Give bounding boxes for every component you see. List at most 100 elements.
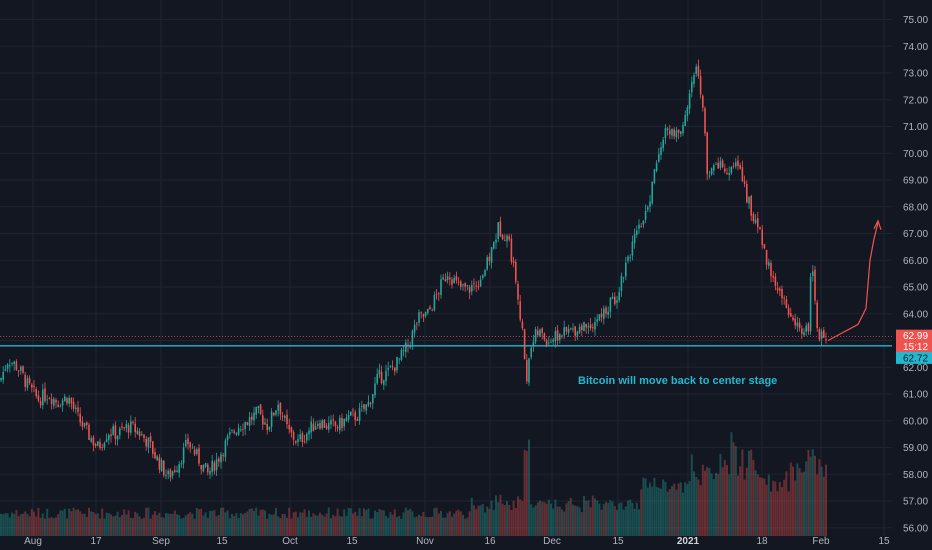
volume-bar <box>785 471 788 536</box>
volume-bar <box>101 508 104 536</box>
candle-body <box>277 404 279 411</box>
volume-bar <box>204 512 207 536</box>
y-tick-label: 65.00 <box>903 283 928 294</box>
candle-body <box>72 401 75 409</box>
volume-bar <box>563 511 566 536</box>
candle-body <box>594 322 596 330</box>
volume-bar <box>286 517 288 536</box>
candle-body <box>391 366 394 368</box>
candle-body <box>548 342 550 344</box>
candle-body <box>471 284 473 292</box>
candle-body <box>24 374 26 387</box>
candle-body <box>620 275 623 292</box>
volume-bar <box>171 514 174 536</box>
candle-body <box>198 448 200 464</box>
candle-body <box>464 283 466 287</box>
volume-bar <box>347 507 350 536</box>
volume-bar <box>134 511 137 536</box>
volume-bar <box>173 510 176 536</box>
candle-body <box>138 431 141 436</box>
candle-body <box>273 413 275 416</box>
volume-bar <box>239 513 242 536</box>
volume-bar <box>651 486 654 536</box>
volume-bar <box>809 456 812 536</box>
x-tick-label: 15 <box>612 536 624 547</box>
volume-bar <box>44 518 46 536</box>
volume-bar <box>453 513 456 536</box>
candle-body <box>592 327 594 329</box>
candle-body <box>515 261 517 282</box>
volume-bar <box>611 501 614 536</box>
candle-body <box>772 276 774 278</box>
candle-body <box>143 434 145 439</box>
volume-bar <box>206 517 209 536</box>
volume-bar <box>561 509 563 536</box>
volume-bar <box>556 506 559 536</box>
candle-body <box>405 342 407 352</box>
y-tick-label: 62.00 <box>903 363 928 374</box>
candle-body <box>658 154 660 162</box>
candle-body <box>570 328 572 330</box>
volume-bar <box>112 516 115 536</box>
volume-bar <box>332 514 335 536</box>
volume-bar <box>244 512 247 536</box>
volume-bar <box>184 515 187 536</box>
volume-bar <box>187 514 189 536</box>
candle-body <box>147 437 150 448</box>
candle-body <box>697 65 700 77</box>
volume-bar <box>431 516 434 536</box>
candle-body <box>539 329 541 337</box>
candle-body <box>28 378 31 384</box>
candle-body <box>189 442 191 448</box>
candle-body <box>336 427 339 429</box>
candle-body <box>92 437 95 446</box>
candle-body <box>625 262 627 277</box>
volume-bar <box>765 484 768 536</box>
candle-body <box>482 275 484 278</box>
candle-body <box>814 269 816 301</box>
volume-bar <box>345 515 348 536</box>
candle-body <box>739 165 741 169</box>
volume-bar <box>85 516 88 536</box>
volume-bar <box>772 480 775 536</box>
volume-bar <box>147 507 150 536</box>
volume-bar <box>57 514 60 536</box>
candle-body <box>486 257 488 270</box>
volume-bar <box>446 512 449 536</box>
volume-bar <box>462 514 464 536</box>
volume-bar <box>116 511 119 536</box>
volume-bar <box>319 512 321 536</box>
candle-body <box>116 436 119 440</box>
candle-body <box>774 276 777 286</box>
candle-body <box>631 241 634 256</box>
candles <box>0 59 827 482</box>
volume-bar <box>391 514 394 536</box>
volume-bar <box>468 511 471 536</box>
candle-body <box>196 449 198 455</box>
candle-body <box>438 293 440 295</box>
candle-body <box>136 430 139 434</box>
volume-bar <box>550 503 552 536</box>
volume-bar <box>411 511 414 536</box>
candle-body <box>783 297 785 299</box>
volume-bar <box>704 470 706 536</box>
volume-bar <box>525 450 528 536</box>
candle-body <box>627 256 629 261</box>
candle-body <box>765 249 768 265</box>
candle-body <box>310 421 312 433</box>
volume-bar <box>506 501 508 536</box>
candle-body <box>317 424 319 426</box>
candle-body <box>229 432 231 435</box>
volume-bar <box>814 455 816 536</box>
candle-body <box>149 436 152 442</box>
candle-body <box>222 454 224 456</box>
candle-body <box>240 429 242 431</box>
volume-bar <box>600 509 603 536</box>
candle-body <box>741 167 744 182</box>
candle-body <box>301 433 304 443</box>
volume-bar <box>59 510 62 536</box>
volume-bar <box>629 499 632 536</box>
volume-bar <box>13 513 16 536</box>
candle-body <box>809 276 812 332</box>
